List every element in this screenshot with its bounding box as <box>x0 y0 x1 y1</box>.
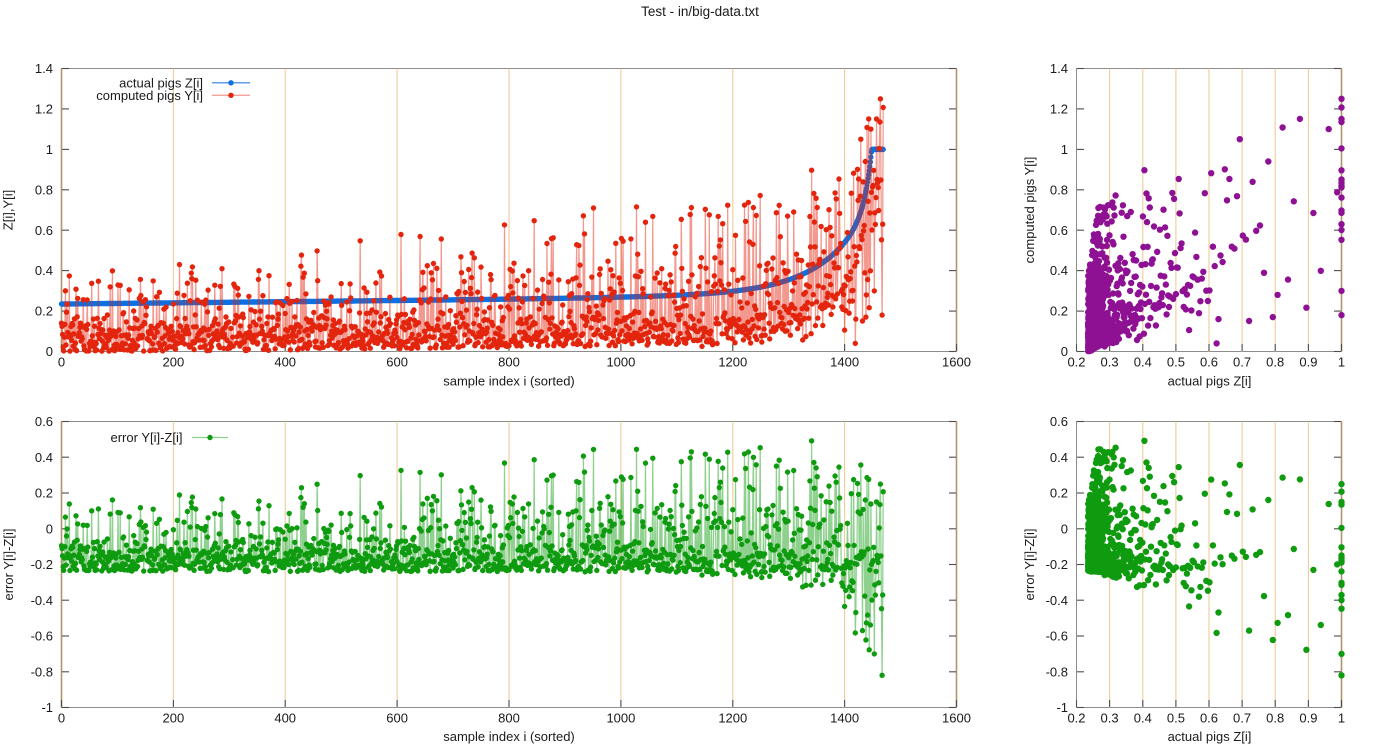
svg-text:0.5: 0.5 <box>1167 355 1185 370</box>
svg-text:1.4: 1.4 <box>35 61 53 76</box>
svg-text:-0.6: -0.6 <box>31 629 53 644</box>
svg-text:0: 0 <box>46 344 53 359</box>
svg-text:1200: 1200 <box>718 711 747 726</box>
svg-text:actual pigs Z[i]: actual pigs Z[i] <box>1168 374 1252 389</box>
svg-text:1: 1 <box>1338 355 1345 370</box>
svg-text:-1: -1 <box>41 700 53 715</box>
svg-text:1: 1 <box>46 142 53 157</box>
svg-text:1200: 1200 <box>718 355 747 370</box>
svg-text:0.7: 0.7 <box>1233 711 1251 726</box>
svg-text:-0.2: -0.2 <box>31 557 53 572</box>
svg-text:Z[i],Y[i]: Z[i],Y[i] <box>1 190 16 230</box>
svg-text:error Y[i]-Z[i]: error Y[i]-Z[i] <box>1 529 16 601</box>
svg-text:200: 200 <box>163 355 185 370</box>
svg-text:0.2: 0.2 <box>35 304 53 319</box>
svg-text:0.8: 0.8 <box>35 182 53 197</box>
svg-text:computed pigs Y[i]: computed pigs Y[i] <box>1022 157 1037 264</box>
svg-text:computed pigs Y[i]: computed pigs Y[i] <box>96 88 203 103</box>
svg-text:0.5: 0.5 <box>1167 711 1185 726</box>
svg-text:0.2: 0.2 <box>1050 486 1068 501</box>
svg-text:1.2: 1.2 <box>1050 102 1068 117</box>
svg-text:800: 800 <box>498 355 520 370</box>
svg-text:-0.8: -0.8 <box>31 664 53 679</box>
svg-text:1: 1 <box>1061 142 1068 157</box>
svg-text:0.6: 0.6 <box>1200 355 1218 370</box>
svg-text:0.8: 0.8 <box>1266 355 1284 370</box>
svg-text:400: 400 <box>274 711 296 726</box>
svg-text:0.6: 0.6 <box>1050 223 1068 238</box>
svg-text:-1: -1 <box>1056 700 1068 715</box>
svg-text:-0.8: -0.8 <box>1046 664 1068 679</box>
svg-text:-0.4: -0.4 <box>31 593 53 608</box>
svg-text:0.2: 0.2 <box>1067 711 1085 726</box>
svg-text:0.9: 0.9 <box>1299 355 1317 370</box>
svg-text:0: 0 <box>58 711 65 726</box>
svg-text:600: 600 <box>386 355 408 370</box>
svg-text:0.2: 0.2 <box>1067 355 1085 370</box>
svg-text:0.6: 0.6 <box>35 414 53 429</box>
svg-text:800: 800 <box>498 711 520 726</box>
svg-text:sample index i (sorted): sample index i (sorted) <box>443 729 575 744</box>
svg-text:0: 0 <box>46 521 53 536</box>
svg-text:1.4: 1.4 <box>1050 61 1068 76</box>
svg-text:error Y[i]-Z[i]: error Y[i]-Z[i] <box>1022 529 1037 601</box>
svg-text:0.9: 0.9 <box>1299 711 1317 726</box>
svg-text:0.6: 0.6 <box>35 223 53 238</box>
svg-text:sample index i (sorted): sample index i (sorted) <box>443 374 575 389</box>
svg-text:0.7: 0.7 <box>1233 355 1251 370</box>
svg-text:1600: 1600 <box>942 355 971 370</box>
svg-text:0.4: 0.4 <box>1050 263 1068 278</box>
svg-text:-0.2: -0.2 <box>1046 557 1068 572</box>
svg-text:0.4: 0.4 <box>35 450 53 465</box>
svg-text:400: 400 <box>274 355 296 370</box>
svg-text:-0.4: -0.4 <box>1046 593 1068 608</box>
svg-text:actual pigs Z[i]: actual pigs Z[i] <box>1168 729 1252 744</box>
svg-text:0.6: 0.6 <box>1050 414 1068 429</box>
svg-text:0.8: 0.8 <box>1266 711 1284 726</box>
svg-text:1000: 1000 <box>606 711 635 726</box>
svg-text:0.2: 0.2 <box>1050 304 1068 319</box>
svg-text:0.3: 0.3 <box>1101 711 1119 726</box>
svg-text:0.4: 0.4 <box>35 263 53 278</box>
svg-text:1600: 1600 <box>942 711 971 726</box>
svg-text:1400: 1400 <box>830 711 859 726</box>
svg-text:0: 0 <box>58 355 65 370</box>
svg-text:1.2: 1.2 <box>35 102 53 117</box>
svg-text:0.2: 0.2 <box>35 486 53 501</box>
svg-text:200: 200 <box>163 711 185 726</box>
svg-text:0: 0 <box>1061 521 1068 536</box>
svg-text:0.3: 0.3 <box>1101 355 1119 370</box>
svg-text:0.4: 0.4 <box>1050 450 1068 465</box>
svg-text:1400: 1400 <box>830 355 859 370</box>
svg-text:0.6: 0.6 <box>1200 711 1218 726</box>
svg-text:actual pigs Z[i]: actual pigs Z[i] <box>119 75 203 90</box>
svg-text:0.8: 0.8 <box>1050 182 1068 197</box>
svg-text:-0.6: -0.6 <box>1046 629 1068 644</box>
svg-text:Test - in/big-data.txt: Test - in/big-data.txt <box>641 4 759 19</box>
svg-text:error Y[i]-Z[i]: error Y[i]-Z[i] <box>111 430 183 445</box>
svg-text:0.4: 0.4 <box>1134 355 1152 370</box>
svg-text:0.4: 0.4 <box>1134 711 1152 726</box>
svg-text:0: 0 <box>1061 344 1068 359</box>
svg-text:1: 1 <box>1338 711 1345 726</box>
svg-text:600: 600 <box>386 711 408 726</box>
svg-text:1000: 1000 <box>606 355 635 370</box>
